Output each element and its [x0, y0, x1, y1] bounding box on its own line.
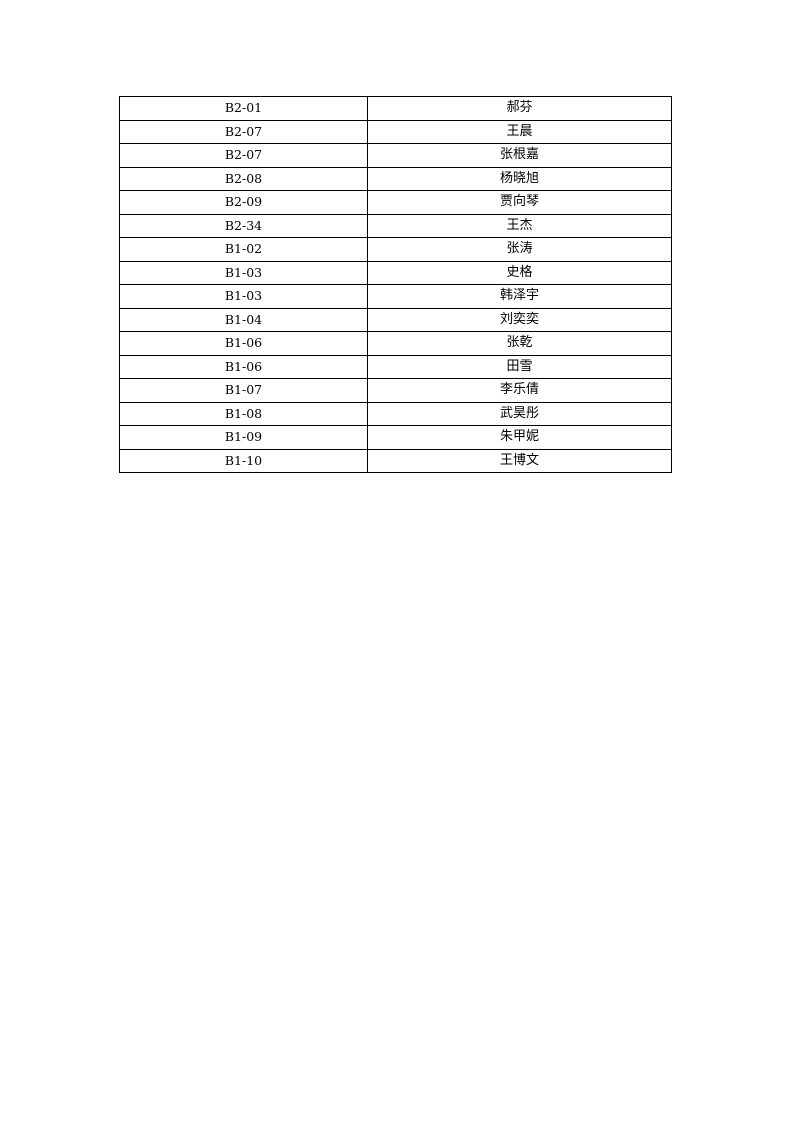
room-code-cell: B1-07: [119, 378, 368, 403]
table-row: B1-06 田雪: [119, 354, 672, 379]
table-row: B1-07 李乐倩: [119, 378, 672, 403]
room-code-cell: B1-08: [119, 401, 368, 426]
person-name-cell: 李乐倩: [367, 378, 672, 403]
person-name-cell: 王晨: [367, 119, 672, 144]
person-name-cell: 武昊彤: [367, 401, 672, 426]
table-row: B1-02 张涛: [119, 237, 672, 262]
table-row: B2-07 张根嘉: [119, 143, 672, 168]
person-name-cell: 王博文: [367, 448, 672, 473]
person-name-cell: 张根嘉: [367, 143, 672, 168]
table-row: B1-08 武昊彤: [119, 401, 672, 426]
room-code-cell: B1-03: [119, 260, 368, 285]
person-name-cell: 田雪: [367, 354, 672, 379]
table-row: B1-09 朱甲妮: [119, 425, 672, 450]
person-name-cell: 张乾: [367, 331, 672, 356]
person-name-cell: 杨晓旭: [367, 166, 672, 191]
person-name-cell: 韩泽宇: [367, 284, 672, 309]
person-name-cell: 史格: [367, 260, 672, 285]
room-code-cell: B1-03: [119, 284, 368, 309]
table-row: B2-34 王杰: [119, 213, 672, 238]
room-code-cell: B1-10: [119, 448, 368, 473]
table-row: B1-04 刘奕奕: [119, 307, 672, 332]
person-name-cell: 郝芬: [367, 96, 672, 121]
table-row: B2-08 杨晓旭: [119, 166, 672, 191]
person-name-cell: 刘奕奕: [367, 307, 672, 332]
table-row: B1-10 王博文: [119, 448, 672, 473]
table-row: B1-03 韩泽宇: [119, 284, 672, 309]
person-name-cell: 贾向琴: [367, 190, 672, 215]
room-code-cell: B2-01: [119, 96, 368, 121]
room-code-cell: B1-06: [119, 354, 368, 379]
room-code-cell: B1-09: [119, 425, 368, 450]
room-code-cell: B2-34: [119, 213, 368, 238]
room-code-cell: B1-04: [119, 307, 368, 332]
table-row: B2-07 王晨: [119, 119, 672, 144]
room-code-cell: B1-02: [119, 237, 368, 262]
person-name-cell: 王杰: [367, 213, 672, 238]
person-name-cell: 朱甲妮: [367, 425, 672, 450]
table-body: B2-01 郝芬 B2-07 王晨 B2-07 张根嘉 B2-08 杨晓旭 B2-09 贾向琴 B2…: [119, 96, 672, 473]
room-code-cell: B2-09: [119, 190, 368, 215]
room-code-cell: B1-06: [119, 331, 368, 356]
person-name-cell: 张涛: [367, 237, 672, 262]
room-assignment-table: B2-01 郝芬 B2-07 王晨 B2-07 张根嘉 B2-08 杨晓旭 B2-09 贾向琴 B2…: [119, 96, 672, 473]
table-row: B1-03 史格: [119, 260, 672, 285]
room-code-cell: B2-08: [119, 166, 368, 191]
table-row: B2-09 贾向琴: [119, 190, 672, 215]
table-row: B1-06 张乾: [119, 331, 672, 356]
table-row: B2-01 郝芬: [119, 96, 672, 121]
room-code-cell: B2-07: [119, 119, 368, 144]
room-code-cell: B2-07: [119, 143, 368, 168]
